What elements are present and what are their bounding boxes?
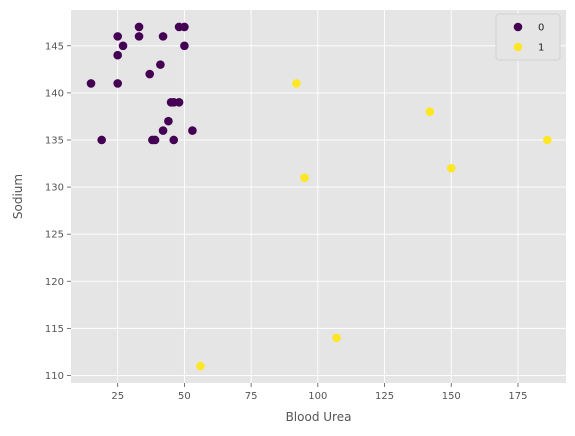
legend-marker	[513, 42, 523, 52]
data-point-class-1	[425, 107, 435, 117]
x-tick-label: 150	[442, 391, 461, 402]
data-point-class-0	[113, 50, 122, 60]
y-tick-label: 135	[45, 135, 64, 146]
data-point-class-0	[158, 32, 168, 41]
data-point-class-1	[292, 79, 301, 88]
data-point-class-0	[97, 135, 106, 145]
legend-box	[495, 13, 561, 61]
x-axis-label: Blood Urea	[286, 410, 352, 424]
data-point-class-1	[300, 173, 309, 182]
x-tick-label: 75	[245, 391, 258, 402]
plot-area-background	[71, 10, 566, 383]
data-point-class-0	[169, 135, 179, 145]
axis-ticks: 25 50 75 100 125 150 175 110 115 120 125 130 135 140 1…	[45, 41, 528, 402]
data-points	[86, 22, 552, 371]
data-point-class-0	[180, 22, 189, 32]
legend-label: 1	[538, 43, 544, 54]
data-point-class-0	[188, 126, 197, 135]
x-tick-label: 175	[508, 391, 527, 402]
legend-label: 0	[538, 23, 544, 34]
y-tick-label: 120	[45, 277, 64, 288]
data-point-class-0	[150, 135, 160, 145]
data-point-class-0	[164, 116, 173, 126]
data-point-class-1	[196, 361, 205, 371]
y-tick-label: 115	[45, 324, 64, 335]
data-point-class-0	[145, 69, 155, 79]
data-point-class-1	[332, 333, 341, 343]
data-point-class-1	[446, 163, 456, 173]
data-point-class-0	[174, 98, 184, 107]
data-point-class-0	[86, 79, 96, 88]
x-tick-label: 25	[111, 391, 124, 402]
x-tick-label: 125	[375, 391, 394, 402]
x-tick-label: 100	[308, 391, 327, 402]
data-point-class-0	[113, 79, 122, 88]
legend: 01	[495, 13, 561, 61]
data-point-class-0	[134, 32, 144, 41]
grid-lines	[71, 10, 566, 383]
legend-marker	[513, 22, 523, 32]
y-tick-label: 130	[45, 183, 64, 194]
data-point-class-0	[158, 126, 168, 135]
y-axis-label: Sodium	[11, 174, 25, 219]
y-tick-label: 125	[45, 230, 64, 241]
data-point-class-1	[543, 135, 552, 145]
data-point-class-0	[180, 41, 189, 51]
data-point-class-0	[118, 41, 128, 51]
data-point-class-0	[156, 60, 165, 69]
data-point-class-0	[134, 22, 144, 32]
y-tick-label: 110	[45, 371, 64, 382]
y-tick-label: 140	[45, 88, 64, 99]
x-tick-label: 50	[178, 391, 191, 402]
y-tick-label: 145	[45, 41, 64, 52]
data-point-class-0	[113, 32, 122, 41]
